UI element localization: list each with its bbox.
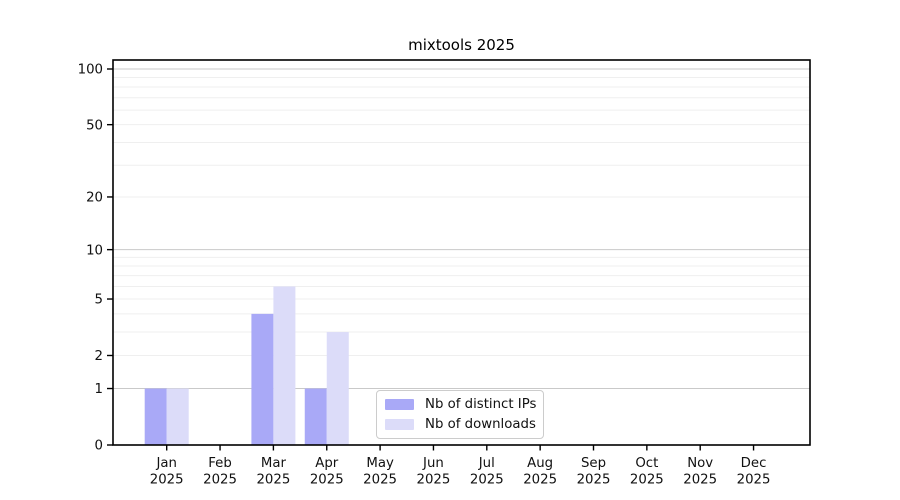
y-tick-label: 20	[86, 191, 103, 206]
x-tick-label: Jan 2025	[150, 456, 184, 488]
legend-label-distinct-ips: Nb of distinct IPs	[425, 397, 537, 412]
x-tick-label: May 2025	[363, 456, 397, 488]
bar-distinct-ips-jan	[144, 388, 167, 445]
legend-swatch-downloads	[385, 419, 414, 430]
y-tick-label: 10	[86, 243, 103, 258]
bar-downloads-apr	[326, 332, 349, 445]
x-tick-label: Oct 2025	[630, 456, 664, 488]
x-tick-label: Dec 2025	[737, 456, 771, 488]
x-tick-label: Mar 2025	[256, 456, 290, 488]
plot-frame	[112, 59, 811, 446]
legend-label-downloads: Nb of downloads	[425, 417, 536, 432]
y-tick-label: 5	[95, 293, 103, 308]
x-tick-label: Nov 2025	[683, 456, 717, 488]
y-tick-label: 0	[95, 439, 103, 454]
bar-downloads-jan	[166, 388, 189, 445]
chart-title: mixtools 2025	[408, 36, 515, 54]
y-tick-label: 1	[95, 382, 103, 397]
x-tick-label: Sep 2025	[577, 456, 611, 488]
x-tick-label: Jul 2025	[470, 456, 504, 488]
bar-distinct-ips-apr	[304, 388, 327, 445]
legend-swatch-distinct-ips	[385, 399, 414, 410]
x-tick-label: Apr 2025	[310, 456, 344, 488]
bar-downloads-mar	[273, 286, 296, 445]
y-tick-label: 100	[78, 63, 103, 78]
y-tick-label: 2	[95, 349, 103, 364]
y-tick-label: 50	[86, 118, 103, 133]
legend-item-downloads: Nb of downloads	[385, 417, 536, 432]
chart-legend: Nb of distinct IPs Nb of downloads	[376, 390, 544, 439]
legend-item-distinct-ips: Nb of distinct IPs	[385, 397, 537, 412]
x-tick-label: Feb 2025	[203, 456, 237, 488]
x-tick-label: Aug 2025	[523, 456, 557, 488]
x-tick-label: Jun 2025	[417, 456, 451, 488]
bar-distinct-ips-mar	[251, 313, 274, 445]
